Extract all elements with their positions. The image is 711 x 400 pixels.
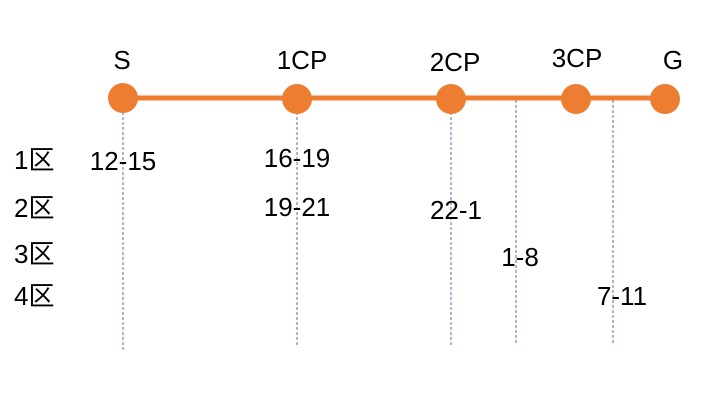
section-label: 2区 [14, 193, 54, 223]
section-label: 4区 [14, 281, 54, 311]
node [436, 84, 466, 114]
nodes [108, 83, 680, 114]
time-label: 1-8 [501, 242, 539, 272]
guides [122, 100, 614, 350]
node-label: 2CP [430, 47, 481, 77]
node-label: S [113, 45, 130, 75]
node [561, 84, 591, 114]
node-label: 1CP [277, 45, 328, 75]
time-label: 7-11 [597, 281, 647, 311]
time-label: 12-15 [90, 146, 157, 176]
node-label: 3CP [552, 43, 603, 73]
time-label: 22-1 [430, 195, 482, 225]
node [108, 83, 138, 113]
section-label: 1区 [14, 145, 54, 175]
time-label: 16-19 [264, 143, 331, 173]
node [650, 84, 680, 114]
node-label: G [663, 45, 683, 75]
section-label: 3区 [14, 239, 54, 269]
time-label: 19-21 [264, 192, 331, 222]
node [282, 84, 312, 114]
